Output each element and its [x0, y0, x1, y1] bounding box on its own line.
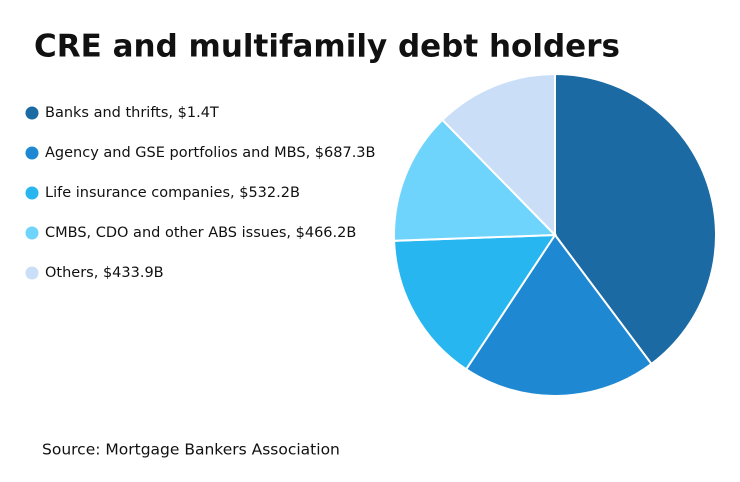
pie-slice: [393, 233, 557, 371]
pie-slice: [554, 72, 717, 366]
legend-label: CMBS, CDO and other ABS issues, $466.2B: [45, 225, 356, 241]
legend-label: Life insurance companies, $532.2B: [45, 185, 300, 201]
chart-title: CRE and multifamily debt holders: [34, 29, 620, 65]
pie-slice: [440, 72, 556, 238]
source: Source: Mortgage Bankers Association: [42, 441, 340, 459]
legend-swatch: [25, 146, 39, 160]
pie-slice: [393, 118, 558, 242]
pie-slice: [464, 233, 653, 397]
legend-label: Banks and thrifts, $1.4T: [45, 105, 219, 121]
legend-label: Others, $433.9B: [45, 265, 164, 281]
legend-swatch: [25, 186, 39, 200]
legend-swatch: [25, 226, 39, 240]
legend-swatch: [25, 106, 39, 120]
legend-label: Agency and GSE portfolios and MBS, $687.…: [45, 145, 375, 161]
legend-swatch: [25, 266, 39, 280]
